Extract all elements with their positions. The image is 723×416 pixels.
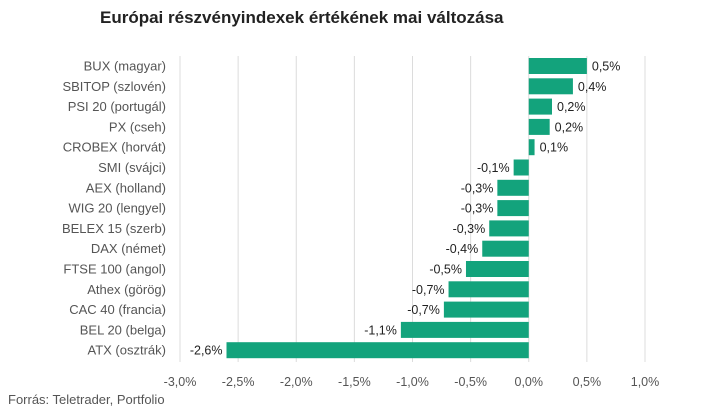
x-tick-label: -2,0%: [280, 375, 313, 389]
value-label: -1,1%: [364, 323, 397, 337]
x-tick-label: -2,5%: [222, 375, 255, 389]
category-label: ATX (osztrák): [88, 343, 167, 358]
bar: [226, 342, 529, 359]
bar: [513, 159, 529, 176]
value-label: -0,7%: [407, 303, 440, 317]
bar: [400, 321, 529, 338]
bar: [528, 78, 573, 95]
category-label: AEX (holland): [86, 180, 166, 195]
source-note: Forrás: Teletrader, Portfolio: [8, 392, 165, 407]
bar: [528, 98, 552, 115]
value-label: 0,4%: [578, 80, 607, 94]
value-label: 0,1%: [540, 141, 569, 155]
value-label: -0,3%: [461, 202, 494, 216]
bar: [528, 58, 587, 74]
category-label: DAX (német): [91, 241, 166, 256]
bar: [497, 200, 529, 217]
value-label: -0,5%: [429, 263, 462, 277]
x-tick-label: 0,5%: [573, 375, 602, 389]
value-label: 0,5%: [592, 60, 621, 74]
value-label: -0,3%: [453, 222, 486, 236]
bar: [528, 139, 535, 156]
category-label: Athex (görög): [87, 282, 166, 297]
x-tick-label: -1,5%: [338, 375, 371, 389]
value-label: -0,3%: [461, 181, 494, 195]
category-label: SBITOP (szlovén): [62, 79, 166, 94]
category-label: BEL 20 (belga): [80, 322, 166, 337]
category-label: BELEX 15 (szerb): [62, 221, 166, 236]
value-label: -0,1%: [477, 161, 510, 175]
bar: [497, 179, 529, 196]
bar: [482, 240, 529, 257]
category-label: WIG 20 (lengyel): [68, 201, 166, 216]
value-label: -0,7%: [412, 283, 445, 297]
value-label: 0,2%: [557, 100, 586, 114]
bar: [489, 220, 529, 237]
category-label: CAC 40 (francia): [69, 302, 166, 317]
category-label: PX (cseh): [109, 119, 166, 134]
bar: [528, 118, 550, 135]
x-tick-label: -3,0%: [164, 375, 197, 389]
category-label: FTSE 100 (angol): [63, 262, 166, 277]
value-label: 0,2%: [555, 120, 584, 134]
category-label: BUX (magyar): [84, 59, 166, 74]
chart-title: Európai részvényindexek értékének mai vá…: [100, 8, 504, 27]
value-label: -2,6%: [190, 344, 223, 358]
value-label: -0,4%: [446, 242, 479, 256]
category-label: CROBEX (horvát): [63, 140, 166, 155]
category-label: SMI (svájci): [98, 160, 166, 175]
x-tick-label: 0,0%: [515, 375, 544, 389]
bar: [448, 281, 529, 298]
x-tick-label: -0,5%: [454, 375, 487, 389]
bar: [465, 261, 529, 277]
category-label: PSI 20 (portugál): [68, 99, 166, 114]
x-tick-label: 1,0%: [631, 375, 660, 389]
x-tick-label: -1,0%: [396, 375, 429, 389]
bar: [443, 301, 529, 318]
